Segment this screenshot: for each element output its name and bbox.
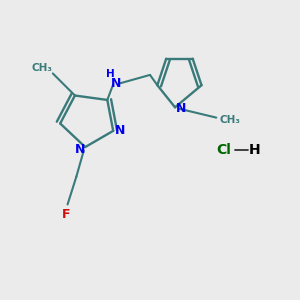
- Text: CH₃: CH₃: [220, 115, 241, 125]
- Text: CH₃: CH₃: [31, 63, 52, 73]
- Text: H: H: [106, 69, 115, 79]
- Text: N: N: [115, 124, 125, 137]
- Text: F: F: [62, 208, 70, 221]
- Text: N: N: [176, 102, 187, 115]
- Text: Cl: Cl: [216, 143, 231, 157]
- Text: H: H: [249, 143, 260, 157]
- Text: N: N: [75, 143, 85, 156]
- Text: N: N: [111, 77, 121, 90]
